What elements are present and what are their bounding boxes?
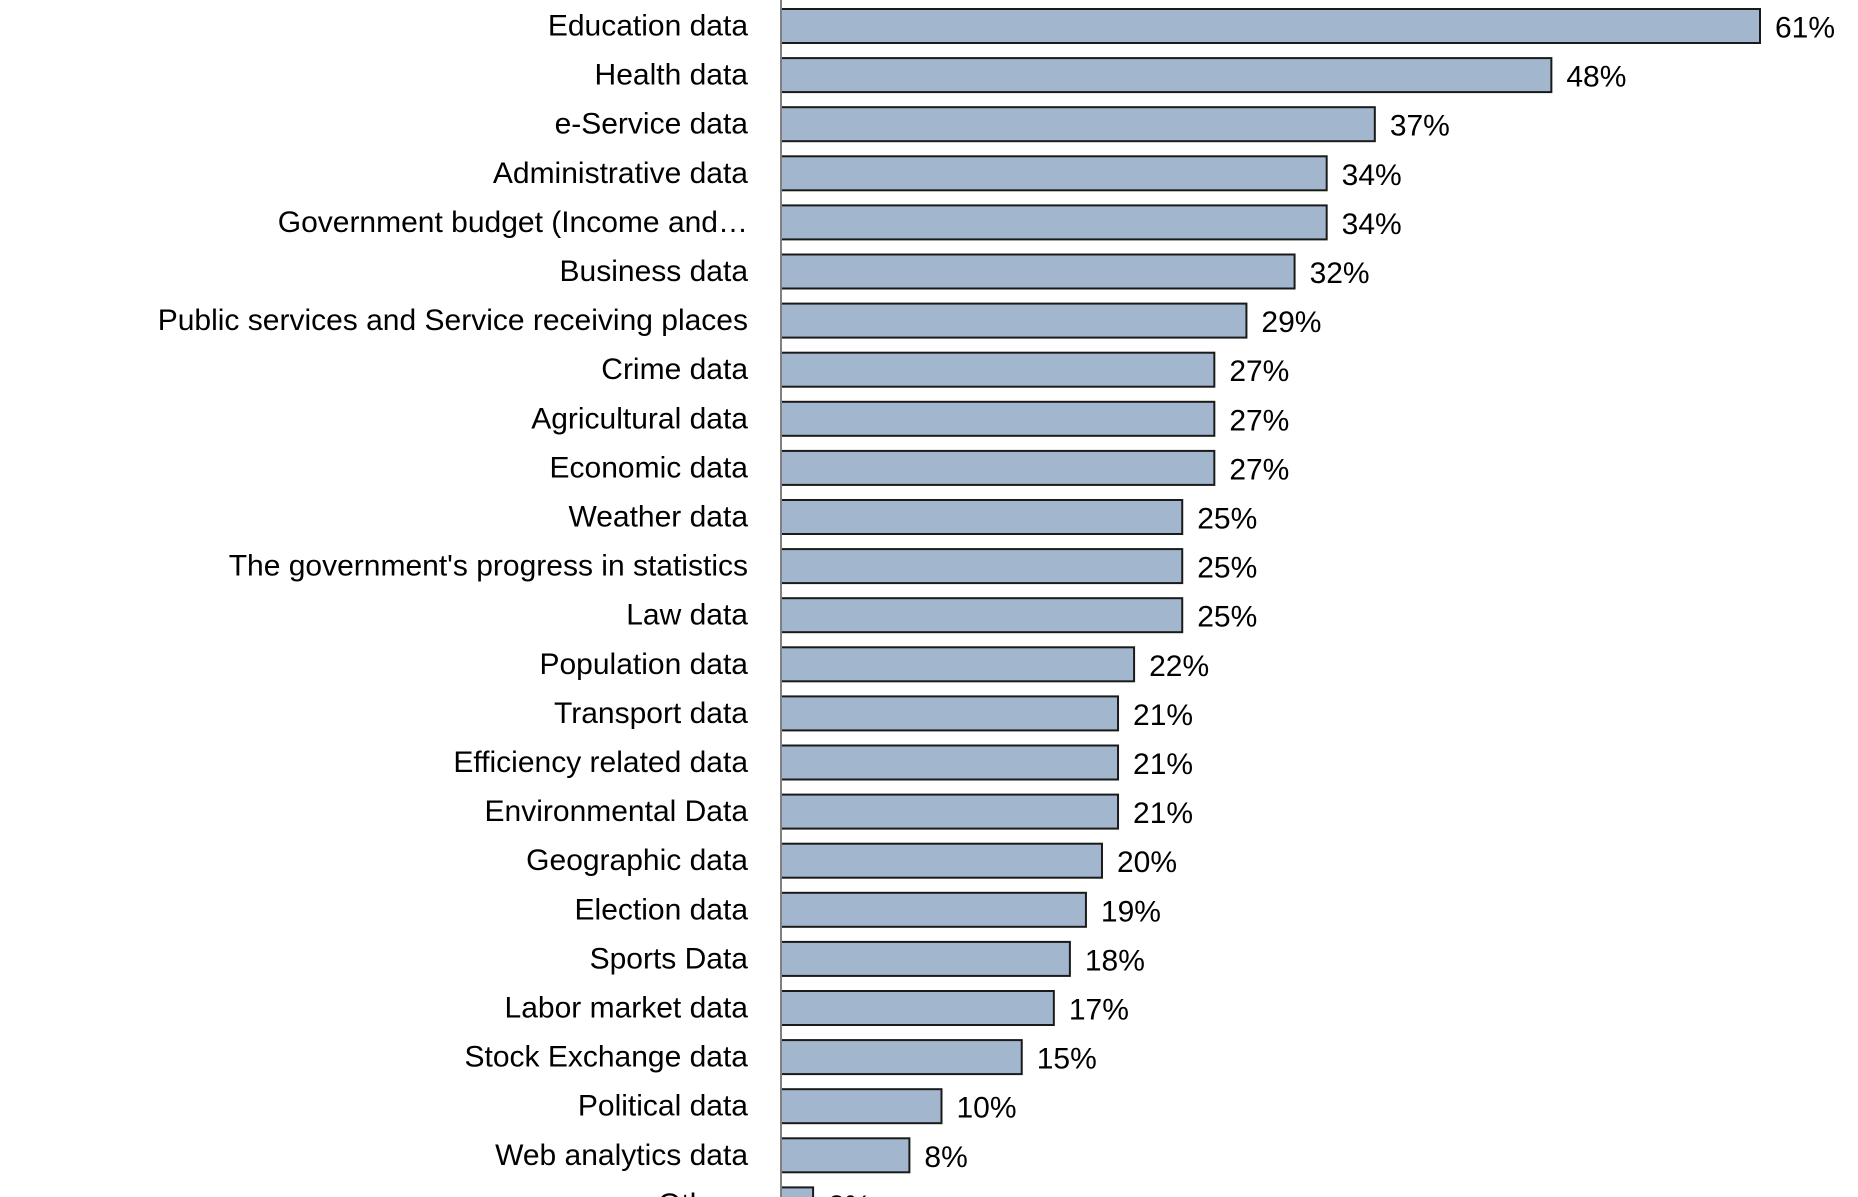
bar — [780, 744, 1120, 781]
bar — [780, 990, 1055, 1026]
category-label: Political data — [578, 1090, 748, 1123]
bar — [780, 204, 1328, 241]
value-label: 19% — [1101, 895, 1161, 928]
bar — [780, 548, 1184, 585]
bars-layer — [780, 8, 1761, 1197]
bar — [780, 302, 1248, 339]
value-labels-layer: 61% 48% 37% 34% 34% 32% 29% 27% 27% 27% 25% 25% 25% 2… — [828, 12, 1835, 1197]
bar — [780, 155, 1328, 192]
category-label: Efficiency related data — [453, 746, 748, 779]
category-label: Environmental Data — [485, 795, 749, 828]
category-label: Crime data — [601, 353, 748, 386]
value-label: 25% — [1197, 601, 1257, 634]
bar — [780, 449, 1216, 486]
category-labels-layer: Education data Health data e-Service data A… — [158, 10, 749, 1197]
value-label: 20% — [1117, 846, 1177, 879]
bar — [780, 499, 1184, 535]
bar — [780, 646, 1136, 683]
bar — [780, 891, 1087, 928]
value-label: 15% — [1037, 1043, 1097, 1076]
category-label: Education data — [548, 10, 748, 43]
category-label: Population data — [539, 648, 748, 681]
value-label: 10% — [956, 1092, 1016, 1125]
category-label: Weather data — [568, 501, 748, 534]
category-label: Law data — [626, 599, 748, 632]
value-label: 34% — [1342, 208, 1402, 241]
value-label: 21% — [1133, 748, 1193, 781]
category-label: Sports Data — [590, 942, 749, 975]
value-label: 29% — [1261, 306, 1321, 339]
value-label: 34% — [1342, 159, 1402, 192]
value-label: 27% — [1229, 355, 1289, 388]
bar — [780, 400, 1216, 437]
bar — [780, 106, 1376, 143]
value-label: 48% — [1566, 61, 1626, 94]
value-label: 22% — [1149, 650, 1209, 683]
category-label: Others — [658, 1188, 748, 1197]
value-label: 27% — [1229, 404, 1289, 437]
category-label: Health data — [595, 59, 749, 92]
bar — [780, 1088, 943, 1125]
bar — [780, 1039, 1023, 1076]
category-label: Agricultural data — [531, 402, 748, 435]
category-label: The government's progress in statistics — [229, 550, 748, 583]
category-label: Business data — [560, 255, 749, 288]
value-label: 27% — [1229, 453, 1289, 486]
category-label: Geographic data — [526, 844, 748, 877]
category-label: Web analytics data — [495, 1139, 748, 1172]
value-label: 25% — [1197, 552, 1257, 585]
value-label: 61% — [1775, 12, 1835, 45]
bar — [780, 695, 1120, 732]
category-label: Economic data — [550, 451, 749, 484]
bar — [780, 57, 1553, 94]
bar — [780, 940, 1071, 977]
value-label: 37% — [1390, 110, 1450, 143]
category-label: Election data — [575, 893, 749, 926]
category-label: Administrative data — [493, 157, 748, 190]
value-label: 32% — [1310, 257, 1370, 290]
bar — [780, 842, 1103, 879]
category-label: Stock Exchange data — [464, 1041, 748, 1074]
value-label: 17% — [1069, 994, 1129, 1027]
bar — [780, 793, 1120, 830]
category-label: Labor market data — [505, 992, 749, 1025]
value-label: 8% — [924, 1141, 967, 1174]
value-label: 21% — [1133, 699, 1193, 732]
value-label: 21% — [1133, 797, 1193, 830]
value-label: 2% — [828, 1190, 871, 1197]
bar — [780, 253, 1296, 290]
category-label: Transport data — [554, 697, 748, 730]
category-label: e-Service data — [555, 108, 749, 141]
bar — [780, 351, 1216, 388]
bar — [780, 1137, 911, 1174]
bar — [780, 8, 1761, 44]
value-label: 18% — [1085, 944, 1145, 977]
bar — [780, 597, 1184, 634]
bar — [780, 1186, 815, 1197]
value-label: 25% — [1197, 503, 1257, 536]
category-label: Government budget (Income and… — [278, 206, 748, 239]
category-label: Public services and Service receiving pl… — [158, 304, 748, 337]
